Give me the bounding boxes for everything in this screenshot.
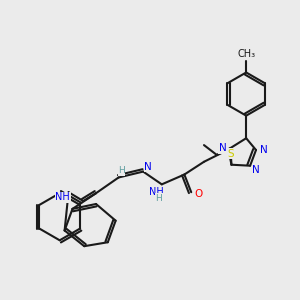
Text: NH: NH <box>55 192 70 202</box>
Text: H: H <box>118 166 125 175</box>
Text: N: N <box>144 162 152 172</box>
Text: N: N <box>252 165 260 175</box>
Text: NH: NH <box>149 187 164 197</box>
Text: CH₃: CH₃ <box>237 49 255 59</box>
Text: N: N <box>260 145 268 155</box>
Text: H: H <box>155 194 162 202</box>
Text: O: O <box>194 189 202 199</box>
Text: N: N <box>219 143 226 153</box>
Text: S: S <box>227 149 234 159</box>
